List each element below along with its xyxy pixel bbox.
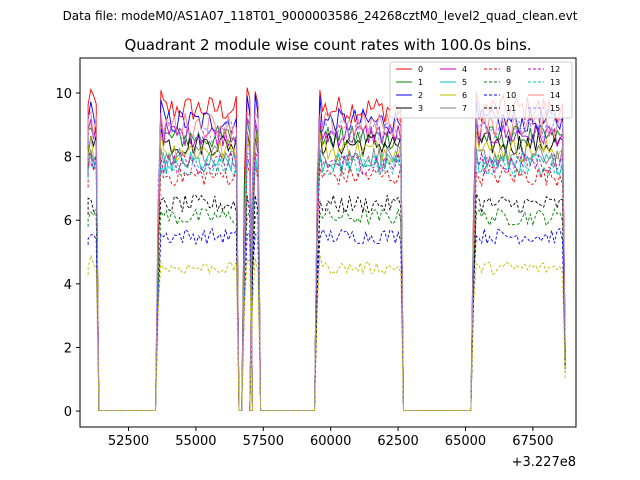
series-line-13	[87, 154, 566, 411]
legend-label: 11	[506, 104, 516, 113]
series-line-14	[87, 110, 566, 411]
series-line-11	[87, 193, 566, 411]
x-offset-label: +3.227e8	[512, 455, 576, 470]
series-line-6	[87, 131, 566, 411]
legend-label: 10	[506, 91, 516, 100]
legend-label: 13	[550, 78, 560, 87]
chart-title: Quadrant 2 module wise count rates with …	[124, 36, 531, 54]
x-tick-label: 55000	[175, 434, 216, 449]
x-tick-label: 60000	[310, 434, 351, 449]
plot-lines	[87, 87, 566, 411]
suptitle: Data file: modeM0/AS1A07_118T01_90000035…	[63, 9, 578, 23]
series-line-9	[87, 207, 566, 411]
series-line-5	[87, 147, 566, 411]
legend-label: 12	[550, 65, 560, 74]
series-line-8	[87, 162, 566, 411]
x-tick-label: 65000	[445, 434, 486, 449]
series-line-15	[87, 116, 566, 411]
legend-label: 6	[462, 91, 467, 100]
y-axis: 0 2 4 6 8 10	[55, 87, 80, 420]
legend-label: 7	[462, 104, 467, 113]
y-tick-label: 10	[55, 87, 72, 102]
legend-box	[389, 61, 573, 119]
legend-label: 5	[462, 78, 467, 87]
legend-label: 9	[506, 78, 511, 87]
legend-label: 2	[418, 91, 423, 100]
y-tick-label: 8	[64, 151, 72, 166]
x-tick-label: 52500	[108, 434, 149, 449]
legend-label: 1	[418, 78, 423, 87]
legend-label: 0	[418, 65, 423, 74]
series-line-extra	[87, 253, 566, 411]
y-tick-label: 2	[64, 341, 72, 356]
series-line-4	[87, 116, 566, 411]
x-tick-label: 57500	[243, 434, 284, 449]
y-tick-label: 6	[64, 214, 72, 229]
legend-label: 14	[550, 91, 560, 100]
plot-frame	[79, 57, 577, 428]
x-tick-label: 67500	[512, 434, 553, 449]
x-axis: 52500 55000 57500 60000 62500 65000 67500	[108, 427, 554, 449]
series-line-7	[87, 140, 566, 411]
legend-label: 3	[418, 104, 423, 113]
y-tick-label: 4	[64, 278, 72, 293]
x-tick-label: 62500	[377, 434, 418, 449]
series-line-12	[87, 151, 566, 411]
legend-label: 4	[462, 65, 467, 74]
legend-label: 8	[506, 65, 511, 74]
y-tick-label: 0	[64, 405, 72, 420]
legend-label: 15	[550, 104, 560, 113]
